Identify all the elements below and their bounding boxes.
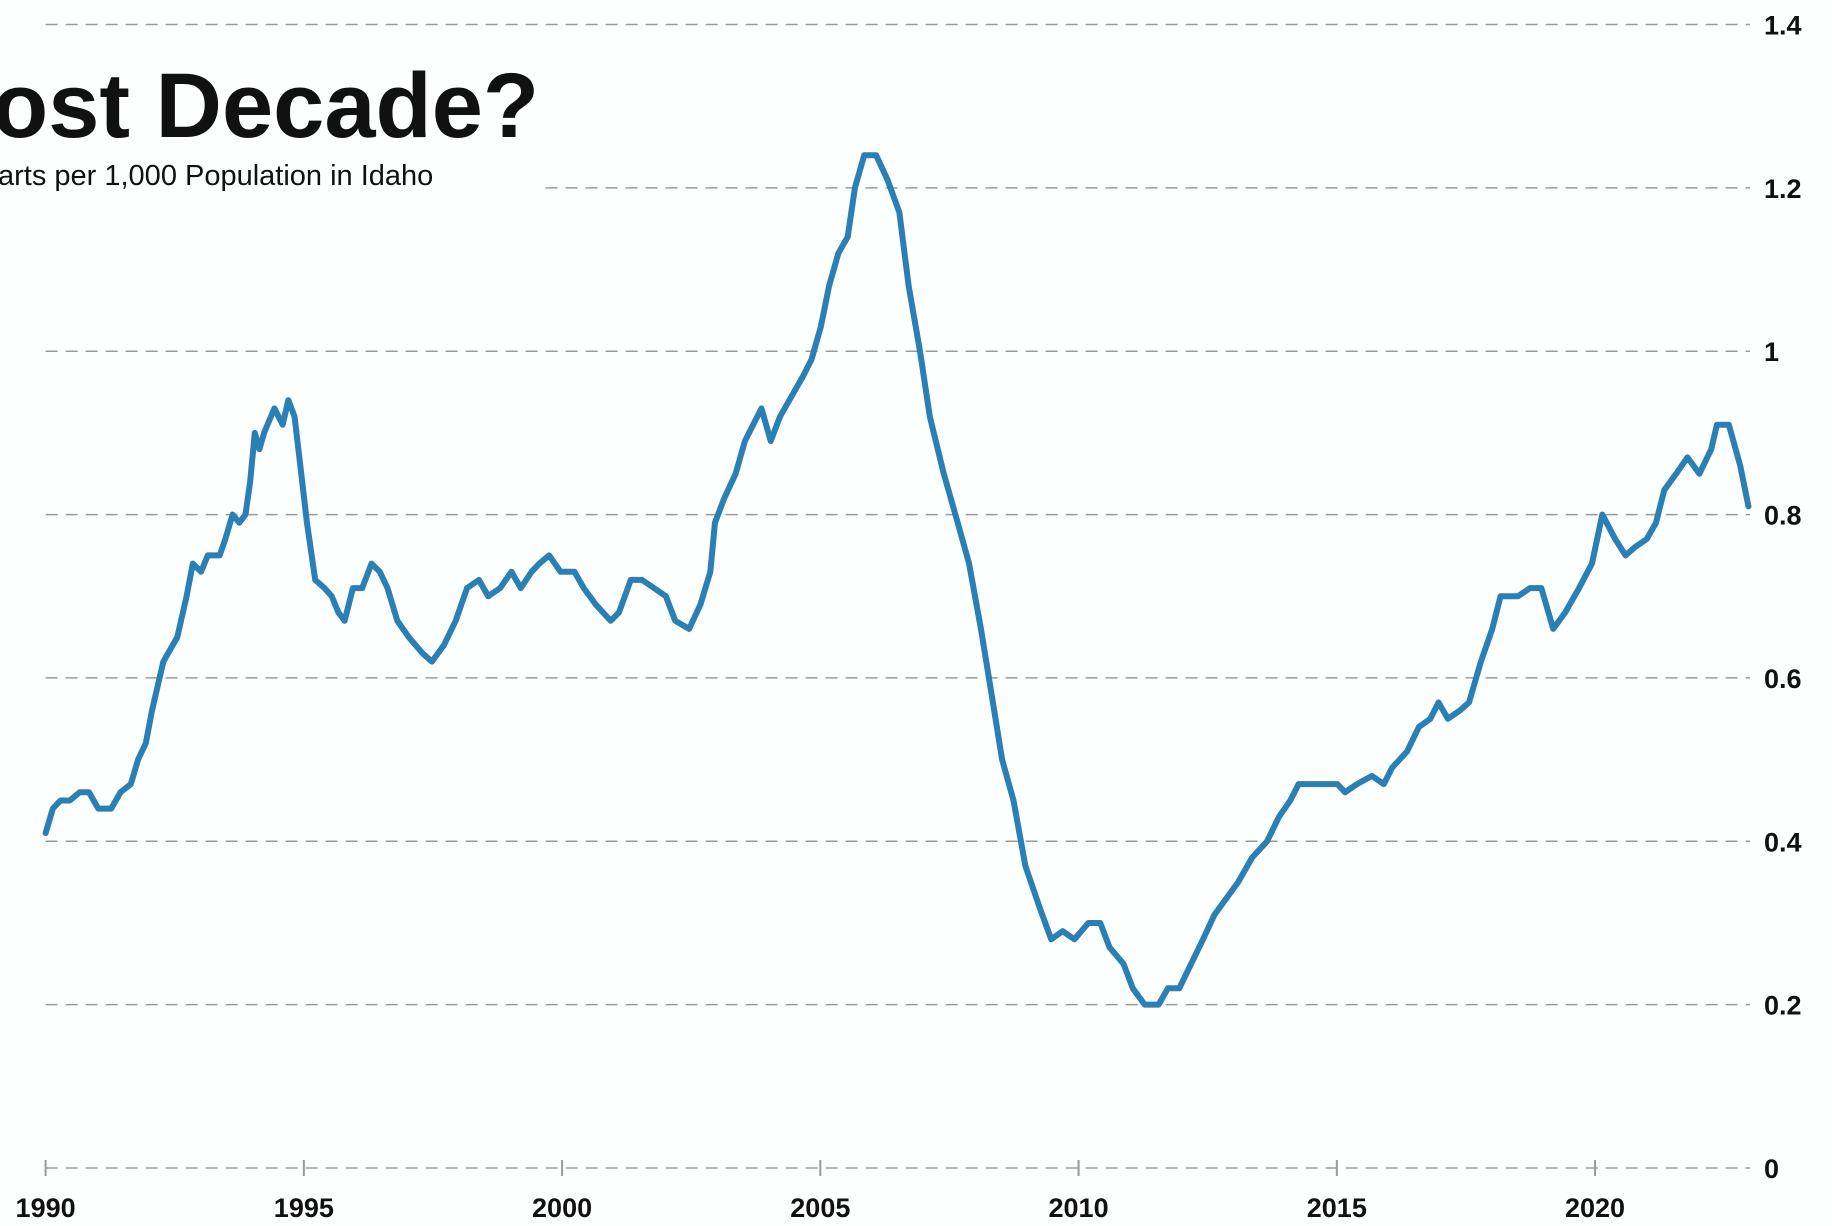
lines: [42, 152, 1752, 1008]
x-tick-label: 1995: [274, 1193, 334, 1223]
chart-subtitle: arts per 1,000 Population in Idaho: [0, 160, 433, 192]
title-backdrop: [0, 40, 540, 210]
y-tick-label: 0.2: [1764, 991, 1802, 1021]
y-tick-label: 0.6: [1764, 664, 1802, 694]
y-tick-label: 0.4: [1764, 827, 1802, 857]
x-tick-label: 2010: [1049, 1193, 1109, 1223]
labels: 0 0.2 0.4 0.6 0.8 1 1.2 1.4 1990 1995 2000 2005 2010…: [16, 11, 1802, 1224]
x-tick-label: 1990: [16, 1193, 76, 1223]
grid: [44, 23, 1750, 1176]
x-tick-label: 2005: [790, 1193, 850, 1223]
y-tick-label: 0: [1764, 1154, 1779, 1184]
chart-title: ost Decade?: [0, 55, 539, 157]
x-tick-label: 2000: [532, 1193, 592, 1223]
y-tick-label: 1.2: [1764, 174, 1802, 204]
x-tick-label: 2015: [1307, 1193, 1367, 1223]
x-tick-label: 2020: [1565, 1193, 1625, 1223]
y-tick-label: 1: [1764, 337, 1779, 367]
data-line: [42, 152, 1752, 1008]
y-tick-label: 1.4: [1764, 11, 1802, 41]
y-tick-label: 0.8: [1764, 501, 1802, 531]
